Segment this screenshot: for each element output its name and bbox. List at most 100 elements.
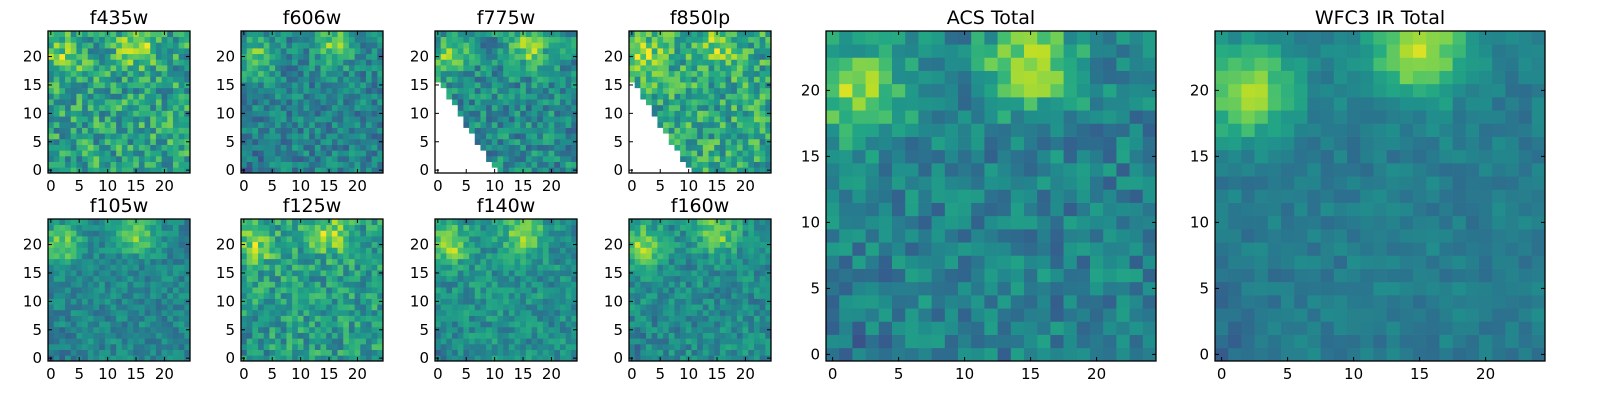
heatmap-cell bbox=[70, 264, 77, 271]
x-tick-label: 5 bbox=[461, 177, 471, 195]
heatmap-cell bbox=[474, 70, 481, 77]
heatmap-cell bbox=[161, 59, 168, 66]
heatmap-cell bbox=[491, 321, 498, 328]
heatmap-cell bbox=[320, 127, 327, 134]
heatmap-cell bbox=[736, 76, 743, 83]
heatmap-cell bbox=[263, 70, 270, 77]
heatmap-cell bbox=[634, 99, 641, 106]
heatmap-cell bbox=[70, 127, 77, 134]
heatmap-cell bbox=[360, 59, 367, 66]
heatmap-cell bbox=[446, 116, 453, 123]
heatmap-cell bbox=[508, 281, 515, 288]
heatmap-cell bbox=[320, 326, 327, 333]
heatmap-cell bbox=[365, 315, 372, 322]
heatmap-cell bbox=[354, 241, 361, 248]
heatmap-cell bbox=[503, 332, 510, 339]
heatmap-cell bbox=[753, 343, 760, 350]
heatmap-cell bbox=[337, 42, 344, 49]
heatmap-cell bbox=[663, 326, 670, 333]
heatmap-cell bbox=[314, 167, 321, 174]
heatmap-cell bbox=[110, 48, 117, 55]
heatmap-cell bbox=[480, 332, 487, 339]
heatmap-cell bbox=[440, 59, 447, 66]
heatmap-cell bbox=[554, 355, 561, 362]
heatmap-cell bbox=[133, 241, 140, 248]
heatmap-cell bbox=[258, 264, 265, 271]
heatmap-cell bbox=[314, 31, 321, 38]
heatmap-cell bbox=[53, 309, 60, 316]
heatmap-cell bbox=[127, 355, 134, 362]
heatmap-cell bbox=[371, 155, 378, 162]
heatmap-cell bbox=[736, 87, 743, 94]
heatmap-cell bbox=[360, 155, 367, 162]
heatmap-cell bbox=[314, 104, 321, 111]
y-tick-label: 5 bbox=[225, 133, 235, 151]
heatmap-cell bbox=[520, 53, 527, 60]
heatmap-cell bbox=[657, 155, 664, 162]
heatmap-cell bbox=[748, 138, 755, 145]
heatmap-cell bbox=[269, 138, 276, 145]
heatmap-cell bbox=[252, 298, 259, 305]
heatmap-cell bbox=[725, 133, 732, 140]
heatmap-cell bbox=[646, 304, 653, 311]
heatmap-cell bbox=[514, 236, 521, 243]
heatmap-cell bbox=[542, 332, 549, 339]
heatmap-cell bbox=[241, 253, 248, 260]
heatmap-cell bbox=[736, 48, 743, 55]
heatmap-cell bbox=[178, 247, 185, 254]
heatmap-cell bbox=[463, 298, 470, 305]
heatmap-cell bbox=[280, 59, 287, 66]
heatmap-cell bbox=[144, 349, 151, 356]
heatmap-cell bbox=[326, 138, 333, 145]
heatmap-cell bbox=[469, 104, 476, 111]
heatmap-cell bbox=[651, 53, 658, 60]
heatmap-cell bbox=[663, 93, 670, 100]
heatmap-cell bbox=[127, 155, 134, 162]
heatmap-cell bbox=[121, 104, 128, 111]
heatmap-cell bbox=[520, 155, 527, 162]
heatmap-cell bbox=[508, 338, 515, 345]
heatmap-cell bbox=[742, 281, 749, 288]
heatmap-cell bbox=[554, 281, 561, 288]
heatmap-cell bbox=[491, 36, 498, 43]
heatmap-cell bbox=[263, 127, 270, 134]
heatmap-cell bbox=[457, 93, 464, 100]
heatmap-cell bbox=[87, 65, 94, 72]
heatmap-cell bbox=[246, 287, 253, 294]
heatmap-cell bbox=[144, 219, 151, 226]
heatmap-cell bbox=[314, 36, 321, 43]
heatmap-cell bbox=[452, 326, 459, 333]
heatmap-cell bbox=[691, 292, 698, 299]
heatmap-cell bbox=[491, 144, 498, 151]
heatmap-cell bbox=[292, 224, 299, 231]
heatmap-cell bbox=[554, 82, 561, 89]
heatmap-cell bbox=[508, 253, 515, 260]
heatmap-cell bbox=[646, 298, 653, 305]
heatmap-cell bbox=[629, 343, 636, 350]
heatmap-cell bbox=[365, 167, 372, 174]
heatmap-cell bbox=[93, 104, 100, 111]
heatmap-cell bbox=[651, 155, 658, 162]
heatmap-cell bbox=[714, 298, 721, 305]
heatmap-cell bbox=[286, 127, 293, 134]
heatmap-cell bbox=[486, 349, 493, 356]
heatmap-cell bbox=[65, 121, 72, 128]
heatmap-cell bbox=[497, 275, 504, 282]
heatmap-cell bbox=[59, 258, 66, 265]
heatmap-cell bbox=[286, 82, 293, 89]
y-tick-label: 15 bbox=[410, 76, 429, 94]
heatmap-cell bbox=[121, 315, 128, 322]
heatmap-cell bbox=[320, 349, 327, 356]
heatmap-cell bbox=[452, 309, 459, 316]
heatmap-cell bbox=[354, 292, 361, 299]
heatmap-cell bbox=[480, 144, 487, 151]
heatmap-cell bbox=[116, 292, 123, 299]
heatmap-cell bbox=[446, 309, 453, 316]
heatmap-cell bbox=[480, 338, 487, 345]
heatmap-cell bbox=[241, 247, 248, 254]
heatmap-cell bbox=[440, 253, 447, 260]
heatmap-cell bbox=[167, 155, 174, 162]
heatmap-cell bbox=[452, 281, 459, 288]
heatmap-cell bbox=[548, 53, 555, 60]
heatmap-cell bbox=[280, 70, 287, 77]
